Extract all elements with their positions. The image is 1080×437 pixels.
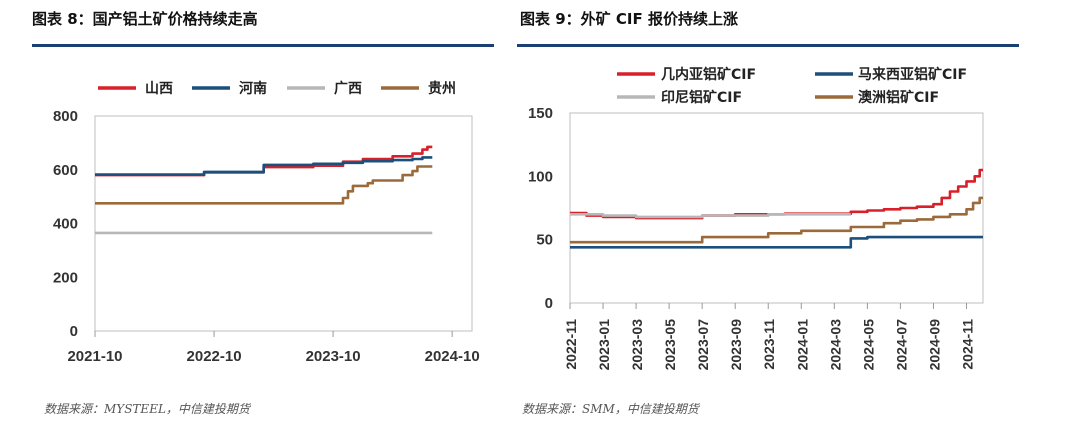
chart8-ytick-label: 600	[53, 162, 78, 179]
chart9-ytick-label: 50	[536, 232, 553, 249]
chart8-ytick-label: 800	[53, 108, 78, 125]
chart9-series-line-1	[570, 168, 983, 220]
chart8-xtick-label: 2023-10	[306, 348, 361, 365]
chart8-ytick-label: 400	[53, 216, 78, 233]
chart9-legend-label: 澳洲铝矿CIF	[858, 89, 939, 106]
chart9-xtick-label: 2024-07	[893, 319, 909, 371]
chart9-ytick-label: 100	[528, 168, 553, 185]
chart9-title: 图表 9：外矿 CIF 报价持续上涨	[520, 10, 738, 28]
chart8-title: 图表 8：国产铝土矿价格持续走高	[32, 10, 258, 28]
chart9-legend-label: 几内亚铝矿CIF	[661, 66, 756, 83]
chart8-xtick-label: 2024-10	[425, 348, 480, 365]
chart8-source: 数据来源：MYSTEEL，中信建投期货	[44, 402, 250, 416]
chart9-xtick-label: 2023-05	[662, 319, 678, 371]
chart9-series-line-2	[570, 235, 983, 249]
chart9-legend-label: 马来西亚铝矿CIF	[858, 66, 967, 83]
chart9-source: 数据来源：SMM，中信建投期货	[522, 402, 699, 416]
chart9-ytick-label: 0	[545, 295, 553, 312]
chart8-xtick-label: 2021-10	[67, 348, 122, 365]
chart9-xtick-label: 2024-05	[860, 319, 876, 371]
chart9-xtick-label: 2022-11	[563, 319, 579, 370]
chart9-xtick-label: 2023-11	[761, 319, 777, 370]
chart9-ytick-label: 150	[528, 105, 553, 122]
chart8-legend-label: 河南	[239, 80, 267, 97]
chart9-xtick-label: 2023-09	[728, 319, 744, 371]
chart9-xtick-label: 2023-07	[695, 319, 711, 371]
chart8-xtick-label: 2022-10	[187, 348, 242, 365]
chart8-ytick-label: 200	[53, 269, 78, 286]
chart9-xtick-label: 2024-03	[827, 319, 843, 371]
chart9-series-line-4	[570, 196, 983, 244]
chart9-plot-frame	[569, 112, 984, 304]
chart8-legend-label: 广西	[334, 80, 362, 97]
chart8-legend-label: 贵州	[428, 80, 456, 97]
chart9-xtick-label: 2024-01	[794, 319, 810, 371]
chart9-xtick-label: 2024-09	[926, 319, 942, 371]
chart9-title-rule	[517, 44, 1019, 47]
chart8-ytick-label: 0	[70, 323, 78, 340]
chart8-series-line-4	[95, 165, 433, 205]
chart9-xtick-label: 2023-03	[629, 319, 645, 371]
chart9-legend-label: 印尼铝矿CIF	[661, 89, 742, 106]
chart9-series-line-3	[570, 213, 851, 219]
chart8-plot-frame	[94, 115, 473, 332]
chart8-title-rule	[32, 44, 494, 47]
chart9-xtick-label: 2024-11	[959, 319, 975, 370]
chart8-legend-label: 山西	[145, 81, 173, 97]
chart8-series-line-2	[95, 156, 433, 176]
chart9-xtick-label: 2023-01	[596, 319, 612, 371]
